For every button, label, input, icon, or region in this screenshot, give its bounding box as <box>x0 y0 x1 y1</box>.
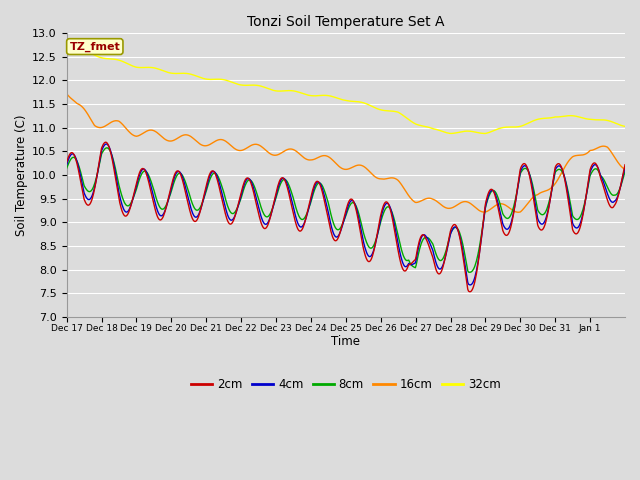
4cm <box>436 266 444 272</box>
2cm <box>129 195 137 201</box>
4cm <box>63 162 70 168</box>
Y-axis label: Soil Temperature (C): Soil Temperature (C) <box>15 114 28 236</box>
4cm <box>232 211 239 217</box>
2cm <box>621 162 629 168</box>
2cm <box>466 289 474 295</box>
4cm <box>280 176 288 181</box>
Line: 8cm: 8cm <box>67 148 625 272</box>
2cm <box>404 264 412 269</box>
16cm <box>259 144 266 150</box>
4cm <box>404 262 412 267</box>
Line: 2cm: 2cm <box>67 142 625 292</box>
32cm <box>280 88 287 94</box>
8cm <box>466 269 474 275</box>
8cm <box>280 177 288 182</box>
2cm <box>259 225 267 230</box>
2cm <box>280 177 288 182</box>
8cm <box>129 196 137 202</box>
8cm <box>63 166 70 171</box>
2cm <box>232 212 239 217</box>
Text: TZ_fmet: TZ_fmet <box>69 41 120 52</box>
2cm <box>63 159 70 165</box>
16cm <box>128 132 136 137</box>
8cm <box>621 169 629 175</box>
Line: 16cm: 16cm <box>67 94 625 212</box>
16cm <box>231 146 239 152</box>
32cm <box>435 127 442 133</box>
32cm <box>63 46 70 51</box>
32cm <box>231 81 239 86</box>
8cm <box>232 208 239 214</box>
2cm <box>102 139 110 145</box>
8cm <box>404 257 412 263</box>
Title: Tonzi Soil Temperature Set A: Tonzi Soil Temperature Set A <box>247 15 445 29</box>
16cm <box>403 191 411 196</box>
32cm <box>128 63 136 69</box>
32cm <box>481 131 489 136</box>
4cm <box>621 165 629 170</box>
8cm <box>103 145 111 151</box>
16cm <box>280 149 287 155</box>
16cm <box>621 167 629 172</box>
Legend: 2cm, 4cm, 8cm, 16cm, 32cm: 2cm, 4cm, 8cm, 16cm, 32cm <box>186 373 505 396</box>
16cm <box>435 200 442 205</box>
4cm <box>102 141 110 147</box>
32cm <box>621 123 629 129</box>
8cm <box>436 257 444 263</box>
32cm <box>259 84 266 89</box>
16cm <box>514 209 522 215</box>
2cm <box>436 271 444 277</box>
Line: 32cm: 32cm <box>67 48 625 133</box>
8cm <box>259 210 267 216</box>
32cm <box>403 116 411 121</box>
4cm <box>259 219 267 225</box>
4cm <box>129 196 137 202</box>
4cm <box>466 282 474 288</box>
X-axis label: Time: Time <box>332 335 360 348</box>
16cm <box>63 91 70 96</box>
Line: 4cm: 4cm <box>67 144 625 285</box>
